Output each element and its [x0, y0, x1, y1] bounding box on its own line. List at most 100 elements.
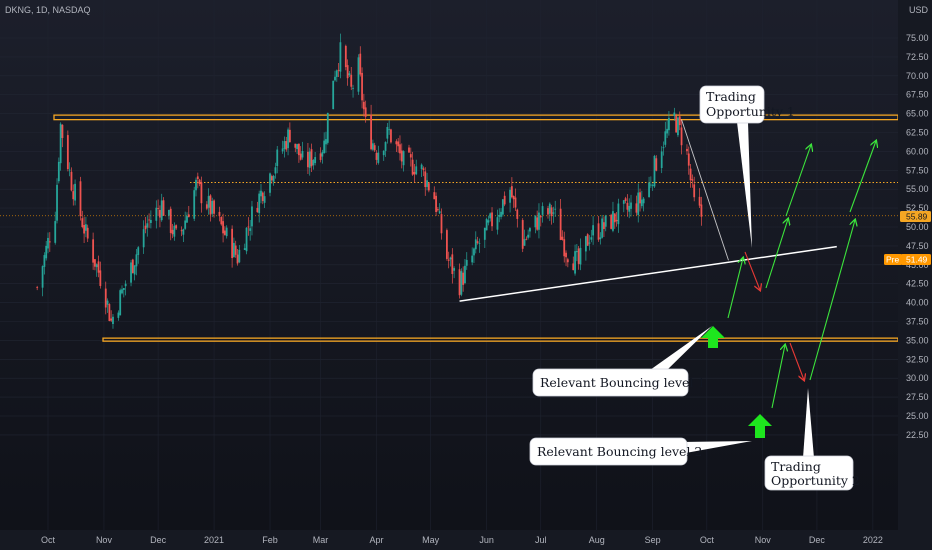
green-arrow-up — [849, 141, 876, 213]
svg-text:Opportunity 2: Opportunity 2 — [771, 473, 860, 488]
green-arrow-up — [727, 258, 743, 319]
candle-body — [514, 197, 517, 208]
candle-body — [397, 141, 400, 147]
candle-body — [297, 143, 300, 156]
price-scale[interactable] — [898, 0, 932, 550]
candle-body — [574, 251, 576, 274]
candle-body — [186, 216, 188, 223]
candle-body — [79, 181, 82, 217]
candle-body — [373, 145, 376, 151]
candle-body — [43, 255, 46, 267]
candle-body — [642, 198, 645, 204]
candle-body — [561, 236, 564, 240]
y-tick-label: 75.00 — [906, 33, 929, 43]
candle-body — [630, 202, 632, 209]
x-tick-label: Nov — [755, 535, 772, 545]
candle-body — [160, 200, 163, 221]
callout-trading-opportunity-1: Trading Opportunity 1 — [699, 85, 795, 248]
candle-body — [36, 287, 39, 288]
y-tick-label: 35.00 — [906, 335, 929, 345]
svg-text:Pre: Pre — [886, 255, 900, 265]
candle-body — [54, 221, 57, 243]
price-badge-55.89: 55.89 — [900, 211, 931, 222]
candle-body — [68, 169, 71, 171]
y-tick-label: 30.00 — [906, 373, 929, 383]
candle-body — [245, 227, 248, 252]
x-tick-label: Oct — [700, 535, 715, 545]
candle-body — [337, 69, 340, 71]
time-scale-labels: Oct Nov Dec 2021 Feb Mar Apr May Jun Jul Aug Sep Oct… — [41, 535, 883, 545]
candle-body — [117, 312, 120, 318]
candle-body — [438, 211, 441, 214]
y-tick-label: 47.50 — [906, 241, 929, 251]
candle-body — [180, 230, 183, 232]
candle-body — [668, 117, 670, 131]
x-tick-label: Feb — [262, 535, 278, 545]
candle-body — [686, 148, 688, 152]
candle-body — [579, 247, 582, 265]
candle-body — [536, 217, 539, 230]
candle-body — [294, 143, 297, 148]
candle-body — [648, 182, 650, 198]
candle-body — [325, 139, 327, 145]
candle-body — [474, 239, 477, 250]
svg-text:51.49: 51.49 — [906, 255, 928, 265]
candle-body — [689, 168, 692, 181]
candle-body — [344, 45, 347, 68]
candle-body — [159, 209, 161, 218]
candle-body — [319, 153, 322, 160]
candle-body — [565, 252, 567, 258]
candle-body — [677, 117, 679, 136]
candle-body — [500, 211, 502, 217]
candle-body — [198, 179, 201, 185]
candle-body — [308, 151, 311, 168]
price-badge-pre: Pre — [884, 254, 902, 265]
candle-body — [74, 183, 76, 201]
candle-body — [350, 74, 353, 87]
candle-body — [57, 161, 60, 182]
candle-body — [364, 107, 367, 117]
time-scale[interactable] — [0, 530, 932, 550]
price-badge-last: 51.49 — [901, 254, 931, 265]
candle-body — [660, 151, 663, 169]
candle-body — [496, 217, 499, 230]
candle-body — [269, 173, 271, 193]
candle-body — [332, 80, 335, 110]
candle-body — [525, 238, 528, 240]
candle-body — [566, 259, 569, 263]
candle-body — [175, 225, 178, 229]
candle-body — [487, 220, 490, 223]
candle-body — [420, 164, 423, 169]
candle-body — [48, 241, 51, 243]
svg-text:55.89: 55.89 — [906, 212, 928, 222]
currency-label: USD — [909, 5, 929, 15]
candle-body — [460, 271, 463, 295]
candle-body — [411, 159, 414, 175]
candle-body — [47, 237, 49, 249]
candle-body — [94, 259, 96, 267]
candle-body — [666, 128, 669, 134]
candle-body — [664, 131, 667, 145]
candles — [36, 33, 703, 329]
decline-line — [681, 119, 729, 261]
candle-body — [56, 184, 58, 221]
candle-body — [223, 230, 226, 235]
x-tick-label: 2021 — [204, 535, 224, 545]
candle-body — [651, 184, 654, 186]
candle-body — [588, 242, 591, 244]
candle-body — [372, 143, 374, 150]
candle-body — [409, 154, 412, 158]
callout-bouncing-level-1: Relevant Bouncing level 1 — [532, 326, 712, 397]
candle-body — [471, 255, 474, 263]
candle-body — [415, 166, 418, 175]
candle-body — [195, 179, 197, 191]
candle-body — [249, 228, 252, 231]
candle-body — [258, 193, 261, 214]
candle-body — [220, 217, 223, 225]
candle-body — [148, 219, 150, 221]
candle-body — [285, 141, 288, 150]
candle-body — [169, 208, 172, 233]
candle-body — [584, 236, 587, 252]
candle-body — [231, 228, 234, 259]
